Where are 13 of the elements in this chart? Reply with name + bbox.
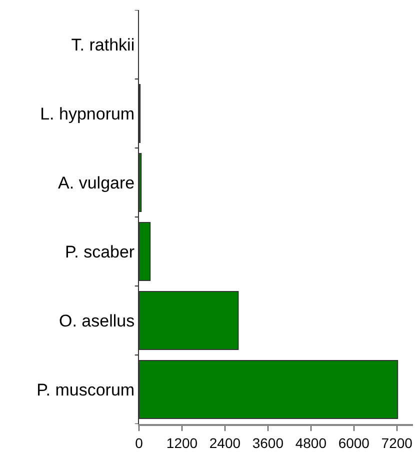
- y-tick-label: P. scaber: [64, 242, 135, 262]
- y-tick-label: P. muscorum: [36, 380, 135, 400]
- x-tick-label: 7200: [381, 434, 413, 451]
- x-tick-label: 1200: [166, 434, 198, 451]
- x-tick-label: 3600: [252, 434, 284, 451]
- x-tick-label: 2400: [209, 434, 241, 451]
- x-tick-label: 4800: [295, 434, 327, 451]
- y-tick-label: L. hypnorum: [40, 104, 135, 124]
- y-tick-label: T. rathkii: [71, 35, 135, 54]
- x-tick-label: 0: [135, 434, 144, 451]
- x-tick-label: 6000: [338, 434, 370, 451]
- y-tick-label: O. asellus: [59, 311, 135, 330]
- y-tick-label: A. vulgare: [58, 173, 135, 192]
